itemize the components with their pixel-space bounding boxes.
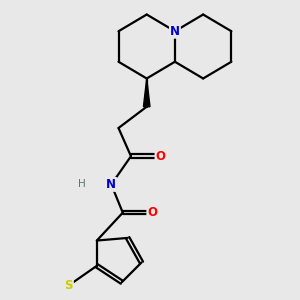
Text: N: N bbox=[170, 25, 180, 38]
Text: O: O bbox=[155, 150, 166, 163]
Polygon shape bbox=[143, 79, 150, 107]
Text: N: N bbox=[106, 178, 116, 191]
Text: H: H bbox=[77, 178, 87, 191]
Text: H: H bbox=[78, 179, 85, 189]
Text: S: S bbox=[64, 279, 73, 292]
Text: O: O bbox=[147, 206, 157, 219]
